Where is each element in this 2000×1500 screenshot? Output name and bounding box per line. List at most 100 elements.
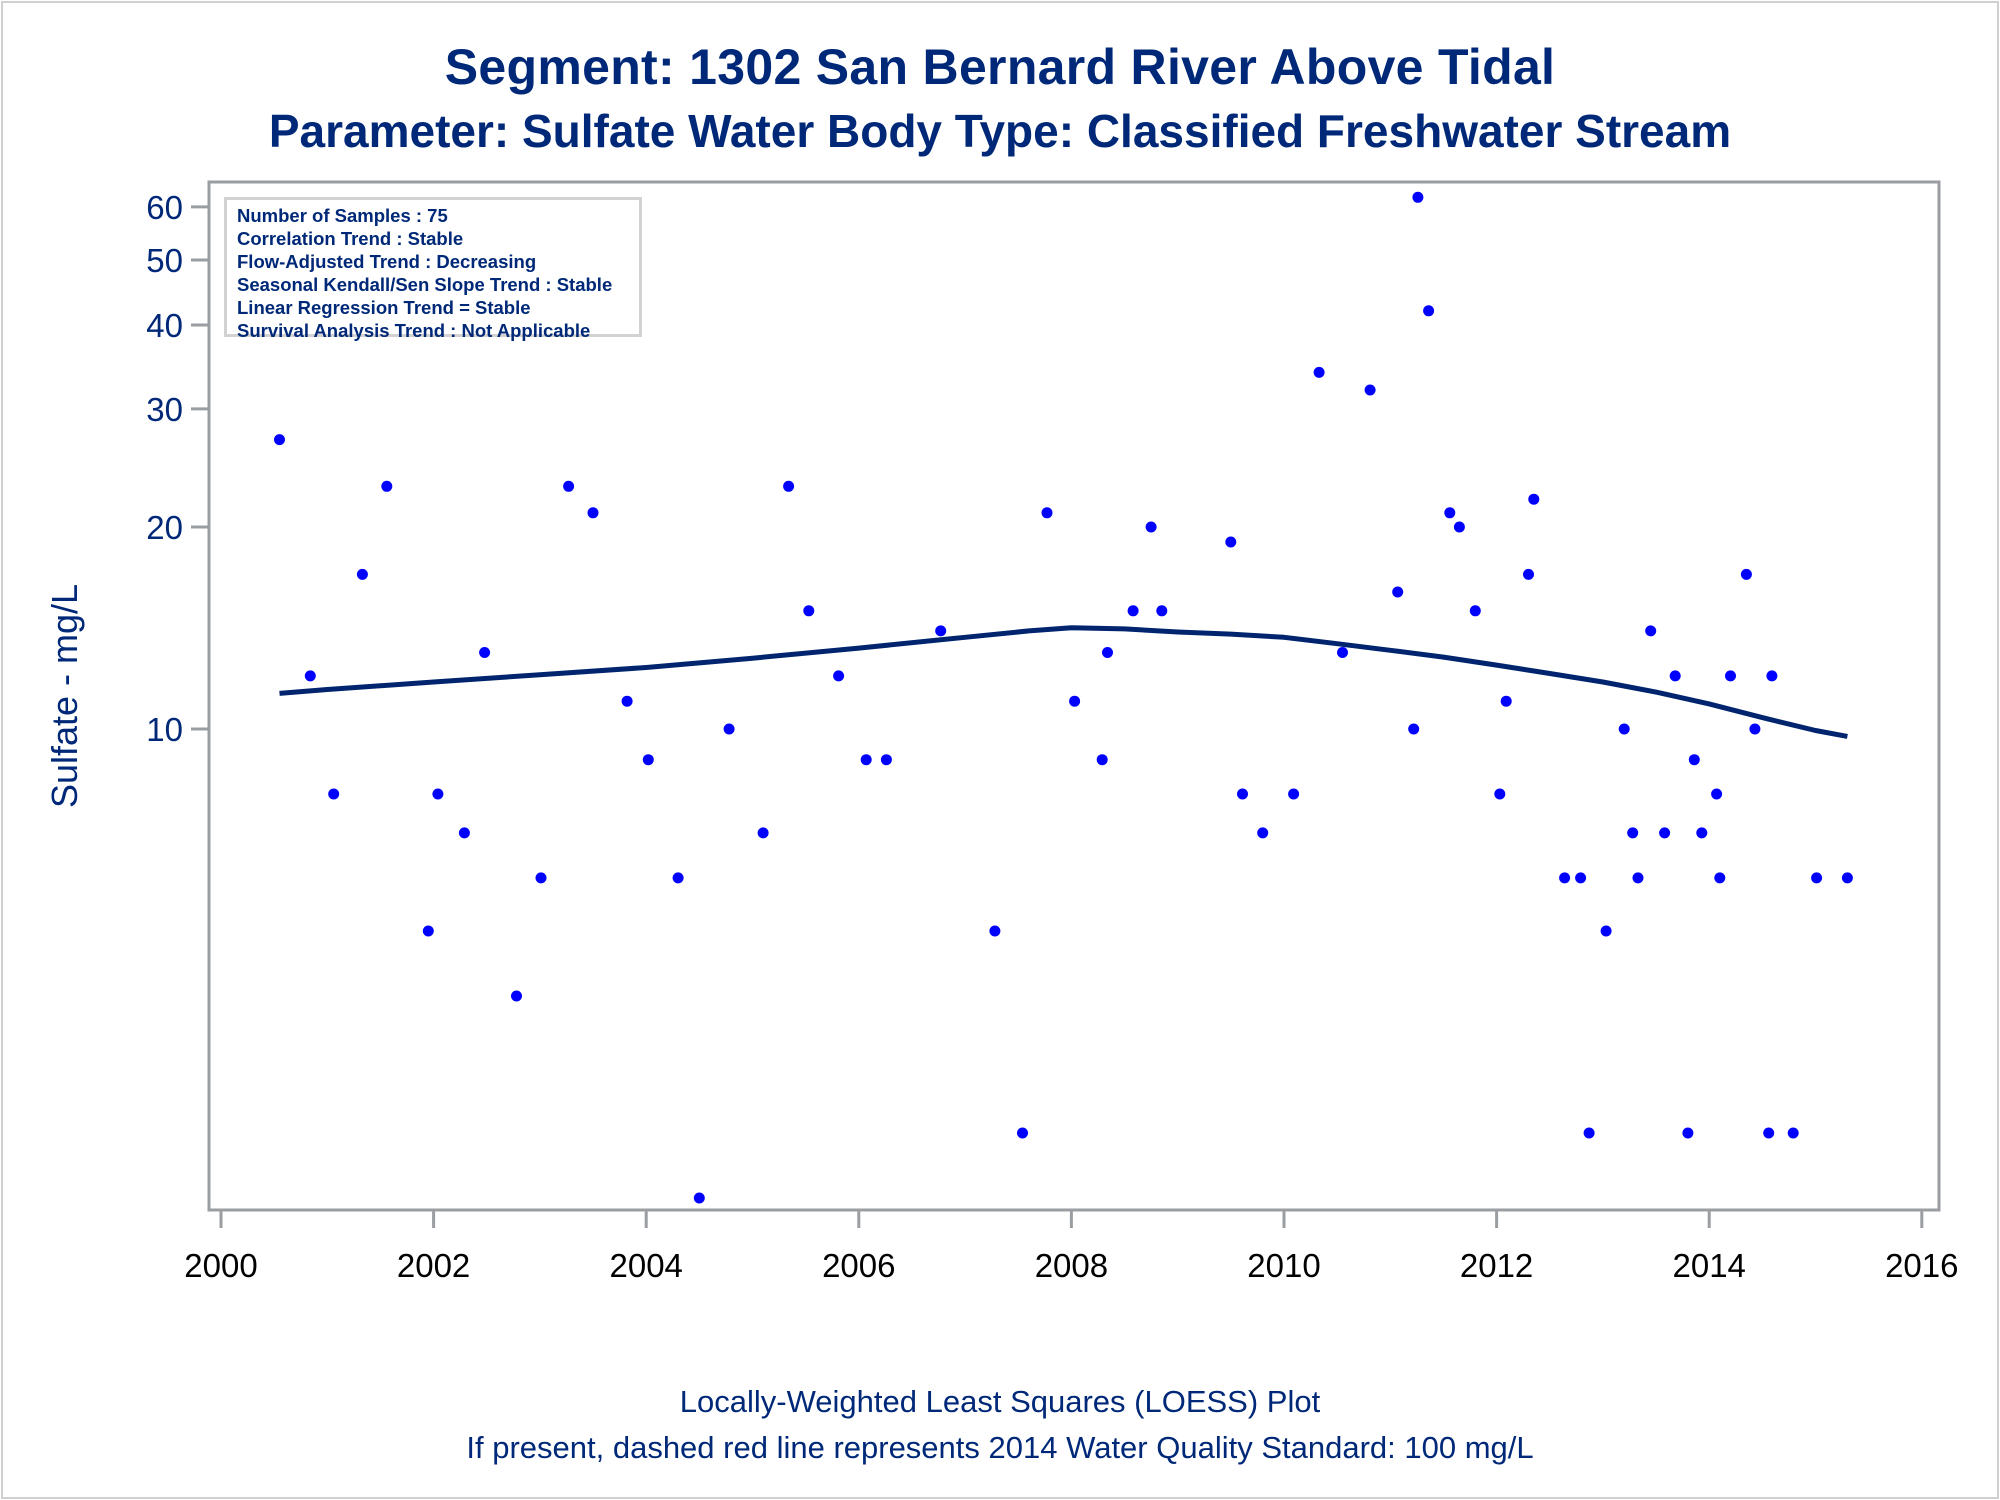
data-point: [1627, 827, 1639, 839]
data-point: [479, 647, 491, 658]
data-point: [1102, 647, 1113, 658]
data-point: [1469, 605, 1481, 617]
loess-line: [279, 625, 1848, 739]
data-point: [1669, 670, 1681, 682]
loess-series: [279, 625, 1848, 739]
data-point: [880, 754, 892, 766]
y-tick-label: 20: [146, 509, 183, 546]
data-point: [1600, 925, 1612, 937]
footnote-loess: Locally-Weighted Least Squares (LOESS) P…: [679, 1384, 1321, 1419]
data-point: [723, 723, 735, 735]
data-point: [1583, 1127, 1595, 1139]
data-point: [1017, 1127, 1028, 1139]
data-point: [693, 1192, 705, 1204]
data-point: [860, 754, 872, 766]
data-point: [274, 434, 285, 446]
data-point: [1787, 1127, 1799, 1139]
data-point: [1618, 723, 1630, 735]
data-point: [1749, 723, 1761, 735]
x-tick-label: 2014: [1672, 1247, 1745, 1284]
x-tick-label: 2010: [1247, 1247, 1320, 1284]
chart-subtitle: Parameter: Sulfate Water Body Type: Clas…: [268, 105, 1732, 157]
data-point: [1337, 647, 1348, 658]
data-point: [1257, 827, 1269, 839]
data-point: [1841, 872, 1853, 884]
data-point: [1575, 872, 1587, 884]
data-point: [1364, 384, 1376, 396]
data-point: [563, 480, 575, 492]
y-tick-label: 10: [146, 711, 183, 748]
data-point: [458, 827, 470, 839]
data-point: [1645, 625, 1657, 637]
data-point: [1811, 872, 1823, 884]
y-tick-label: 60: [146, 189, 183, 226]
data-point: [935, 625, 947, 637]
data-point: [1041, 507, 1053, 519]
data-point: [803, 605, 815, 617]
data-point: [1714, 872, 1726, 884]
data-point: [1763, 1127, 1775, 1139]
y-tick-label: 50: [146, 242, 183, 279]
data-point: [1288, 788, 1300, 800]
data-point: [511, 990, 522, 1002]
info-seasonal-kendall-trend: Seasonal Kendall/Sen Slope Trend : Stabl…: [237, 274, 613, 295]
sample-points-series: [274, 191, 1853, 1204]
info-linear-regression-trend: Linear Regression Trend = Stable: [237, 297, 531, 318]
data-point: [1392, 586, 1404, 598]
x-tick-label: 2008: [1035, 1247, 1108, 1284]
data-point: [1766, 670, 1778, 682]
x-tick-label: 2004: [609, 1247, 682, 1284]
data-point: [356, 568, 368, 580]
data-point: [1313, 366, 1325, 378]
data-point: [1494, 788, 1506, 800]
data-point: [783, 480, 795, 492]
data-point: [1423, 305, 1435, 317]
info-sample-count: Number of Samples : 75: [237, 205, 448, 226]
data-point: [1412, 191, 1424, 203]
data-point: [1096, 754, 1108, 766]
data-point: [1069, 695, 1081, 707]
data-point: [1237, 788, 1248, 800]
data-point: [1444, 507, 1456, 519]
x-tick-label: 2002: [397, 1247, 470, 1284]
plot-frame: [207, 180, 1941, 1212]
data-point: [989, 925, 1001, 937]
trend-info-box: Number of Samples : 75 Correlation Trend…: [224, 197, 642, 341]
info-flow-adjusted-trend: Flow-Adjusted Trend : Decreasing: [237, 251, 537, 272]
info-correlation-trend: Correlation Trend : Stable: [237, 228, 464, 249]
data-point: [1559, 872, 1571, 884]
data-point: [328, 788, 340, 800]
data-point: [1711, 788, 1723, 800]
data-point: [833, 670, 845, 682]
info-survival-analysis-trend: Survival Analysis Trend : Not Applicable: [237, 320, 591, 341]
data-point: [1682, 1127, 1694, 1139]
data-point: [1659, 827, 1671, 839]
data-point: [1696, 827, 1708, 839]
data-point: [1145, 521, 1157, 533]
data-point: [1225, 536, 1237, 548]
x-tick-label: 2016: [1885, 1247, 1958, 1284]
data-point: [642, 754, 654, 766]
data-point: [381, 480, 393, 492]
data-point: [432, 788, 444, 800]
data-point: [304, 670, 316, 682]
data-point: [1156, 605, 1168, 617]
axes: 10 20 30 40 50 60 2000 2002 2004 2006 2008 2010 2012…: [146, 180, 1959, 1284]
data-point: [672, 872, 684, 884]
data-point: [1688, 754, 1700, 766]
data-point: [422, 925, 434, 937]
data-point: [1500, 695, 1512, 707]
data-point: [1740, 568, 1752, 580]
data-point: [587, 507, 599, 519]
data-point: [1523, 568, 1534, 580]
data-point: [1127, 605, 1139, 617]
x-tick-label: 2000: [184, 1247, 257, 1284]
chart-title: Segment: 1302 San Bernard River Above Ti…: [444, 39, 1556, 95]
x-tick-label: 2006: [822, 1247, 895, 1284]
data-point: [757, 827, 769, 839]
data-point: [1408, 723, 1420, 735]
x-tick-label: 2012: [1460, 1247, 1533, 1284]
data-point: [535, 872, 547, 884]
